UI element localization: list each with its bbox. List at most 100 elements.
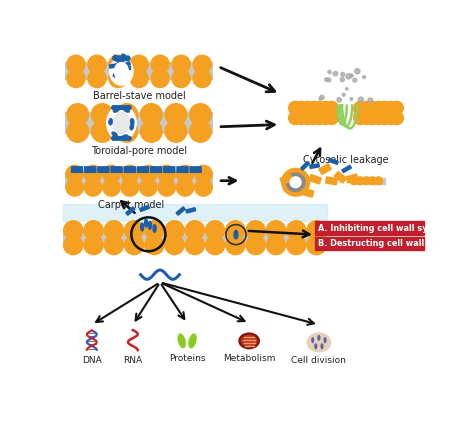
Circle shape [64,236,83,255]
Ellipse shape [110,58,133,85]
Ellipse shape [107,106,136,140]
Circle shape [287,221,306,240]
Bar [302,188,314,197]
Ellipse shape [123,108,130,113]
Ellipse shape [307,333,331,352]
Circle shape [301,112,314,125]
Circle shape [366,112,379,125]
Circle shape [363,76,365,79]
Circle shape [282,168,310,196]
Circle shape [246,236,265,255]
Circle shape [112,106,116,110]
Circle shape [350,98,353,100]
Circle shape [354,112,367,125]
Ellipse shape [324,337,327,343]
Circle shape [130,69,148,88]
Circle shape [289,101,301,114]
Circle shape [176,179,194,196]
Circle shape [326,115,332,122]
Ellipse shape [317,335,320,341]
Circle shape [88,69,106,88]
Circle shape [337,98,341,102]
Circle shape [266,236,285,255]
Circle shape [103,179,120,196]
Circle shape [342,93,345,96]
FancyBboxPatch shape [190,166,202,173]
Circle shape [328,108,335,115]
Circle shape [121,165,138,183]
Bar [326,177,337,185]
Circle shape [121,179,138,196]
Ellipse shape [114,62,128,80]
Circle shape [353,78,357,82]
Circle shape [357,108,364,115]
Ellipse shape [121,135,128,139]
Circle shape [140,121,162,142]
Circle shape [84,165,102,183]
Circle shape [67,121,89,142]
Circle shape [350,74,353,77]
FancyBboxPatch shape [124,166,136,173]
Text: Carpet model: Carpet model [98,200,164,210]
FancyBboxPatch shape [137,166,149,173]
Circle shape [355,68,360,74]
Text: Barrel-stave model: Barrel-stave model [93,92,185,101]
Circle shape [290,177,301,187]
Circle shape [354,112,360,119]
Circle shape [115,106,118,110]
Text: Cytosolic leakage: Cytosolic leakage [303,155,389,165]
Circle shape [67,104,89,125]
Circle shape [327,78,331,82]
Ellipse shape [145,219,147,227]
Circle shape [125,221,144,240]
Circle shape [390,112,403,125]
Circle shape [226,236,245,255]
Circle shape [190,121,211,142]
Circle shape [286,173,305,191]
Bar [119,66,130,69]
Text: RNA: RNA [123,356,143,365]
Circle shape [122,56,127,61]
Circle shape [360,101,373,114]
Circle shape [246,221,265,240]
Ellipse shape [188,333,197,348]
Circle shape [325,101,338,114]
Ellipse shape [177,333,186,348]
Circle shape [366,101,379,114]
Circle shape [354,107,360,114]
Circle shape [313,101,326,114]
Ellipse shape [141,223,144,231]
Circle shape [145,236,164,255]
Circle shape [185,221,204,240]
Circle shape [340,77,345,82]
Text: Toroidal-pore model: Toroidal-pore model [91,146,187,156]
Circle shape [295,101,308,114]
Ellipse shape [241,335,258,347]
Circle shape [384,101,397,114]
Circle shape [185,236,204,255]
Text: B. Destructing cell wall: B. Destructing cell wall [318,239,424,248]
Circle shape [368,177,376,184]
Circle shape [193,55,211,73]
Circle shape [121,106,125,110]
Circle shape [378,112,391,125]
Circle shape [113,56,118,61]
Circle shape [368,98,373,103]
Bar [140,205,149,211]
Bar [319,164,331,175]
FancyBboxPatch shape [110,166,123,173]
Circle shape [206,221,225,240]
Bar [301,161,310,170]
Ellipse shape [314,343,317,349]
Circle shape [195,179,212,196]
Text: Metabolism: Metabolism [223,354,275,363]
Circle shape [118,137,122,140]
Circle shape [125,236,144,255]
Bar [119,62,130,68]
Circle shape [116,121,137,142]
Circle shape [328,111,335,118]
Ellipse shape [311,337,314,343]
Bar [292,111,335,115]
Bar [354,178,385,184]
Bar [126,207,135,215]
